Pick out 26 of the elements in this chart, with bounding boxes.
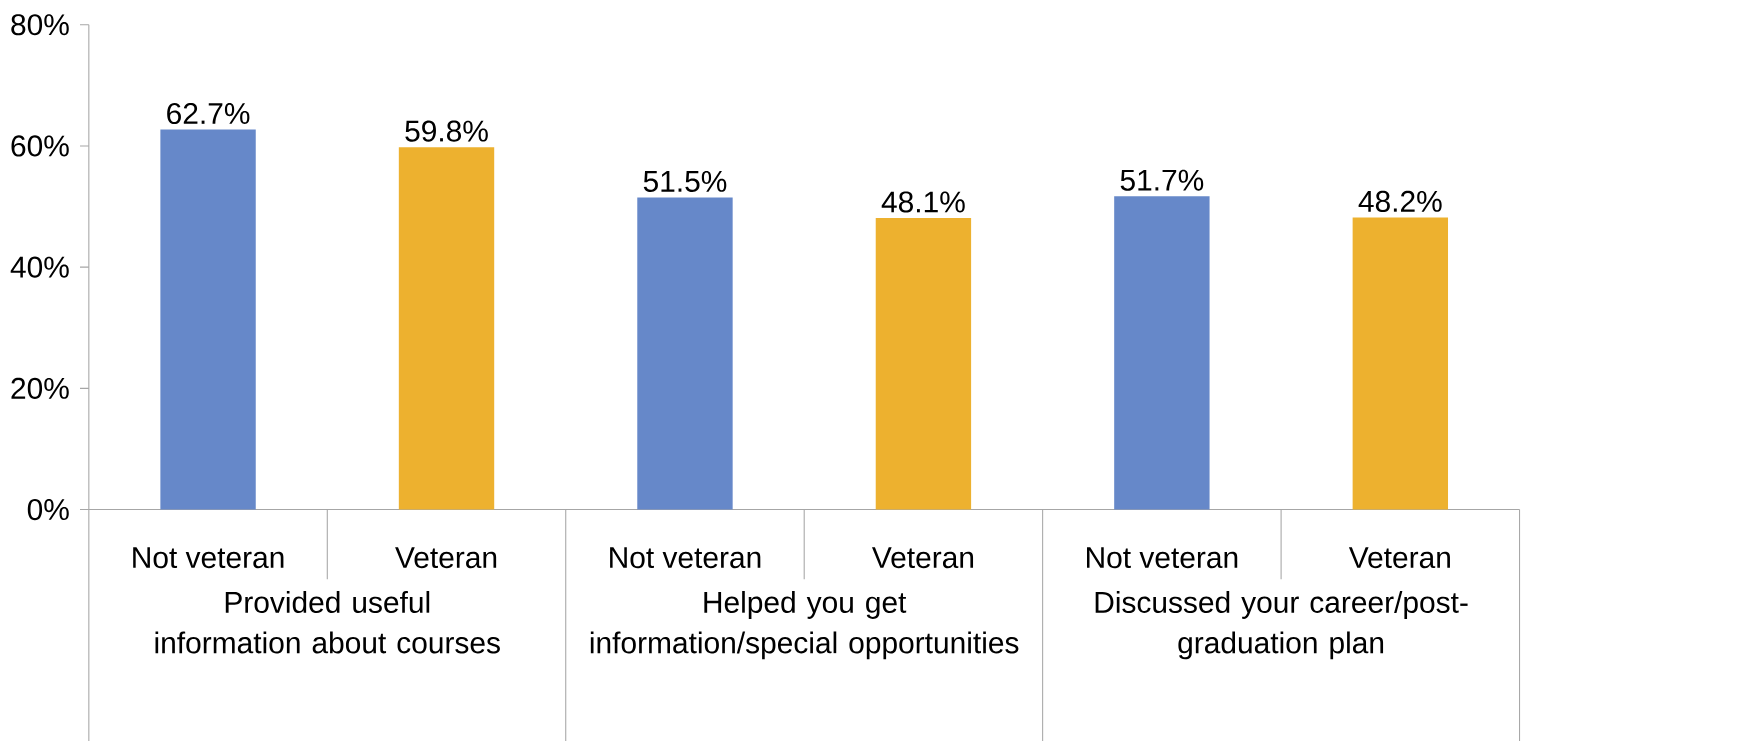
- bar: [398, 146, 495, 510]
- data-label: 51.7%: [1120, 169, 1204, 191]
- x-tick-label: Helped you get information/special opportunities: [590, 590, 1019, 660]
- series-label: Not veteran: [133, 547, 284, 568]
- bar: [875, 217, 972, 510]
- bar: [160, 129, 256, 510]
- text: Veteran: [872, 547, 974, 568]
- data-label: 51.5%: [643, 170, 727, 192]
- y-tick-label: 80%: [11, 13, 69, 36]
- series-label: Veteran: [395, 547, 497, 568]
- x-tick-label: Provided useful information about courses: [155, 590, 500, 654]
- text: Veteran: [1348, 547, 1450, 568]
- bar: [1352, 217, 1449, 510]
- data-label: 48.2%: [1358, 190, 1442, 212]
- text: Not veteran: [1087, 547, 1238, 568]
- data-label: 48.1%: [881, 191, 965, 213]
- data-label: 62.7%: [167, 102, 250, 124]
- bar: [637, 197, 733, 510]
- bar: [1114, 196, 1210, 510]
- y-tick-label: 60%: [11, 135, 69, 157]
- data-label: 59.8%: [405, 120, 488, 142]
- x-tick-label: Discussed your career/post-graduation plan: [1095, 590, 1468, 660]
- y-tick-label: 40%: [10, 256, 69, 278]
- y-tick-label: 20%: [11, 377, 69, 399]
- text: Not veteran: [610, 547, 761, 568]
- y-tick-label: 0%: [27, 498, 69, 520]
